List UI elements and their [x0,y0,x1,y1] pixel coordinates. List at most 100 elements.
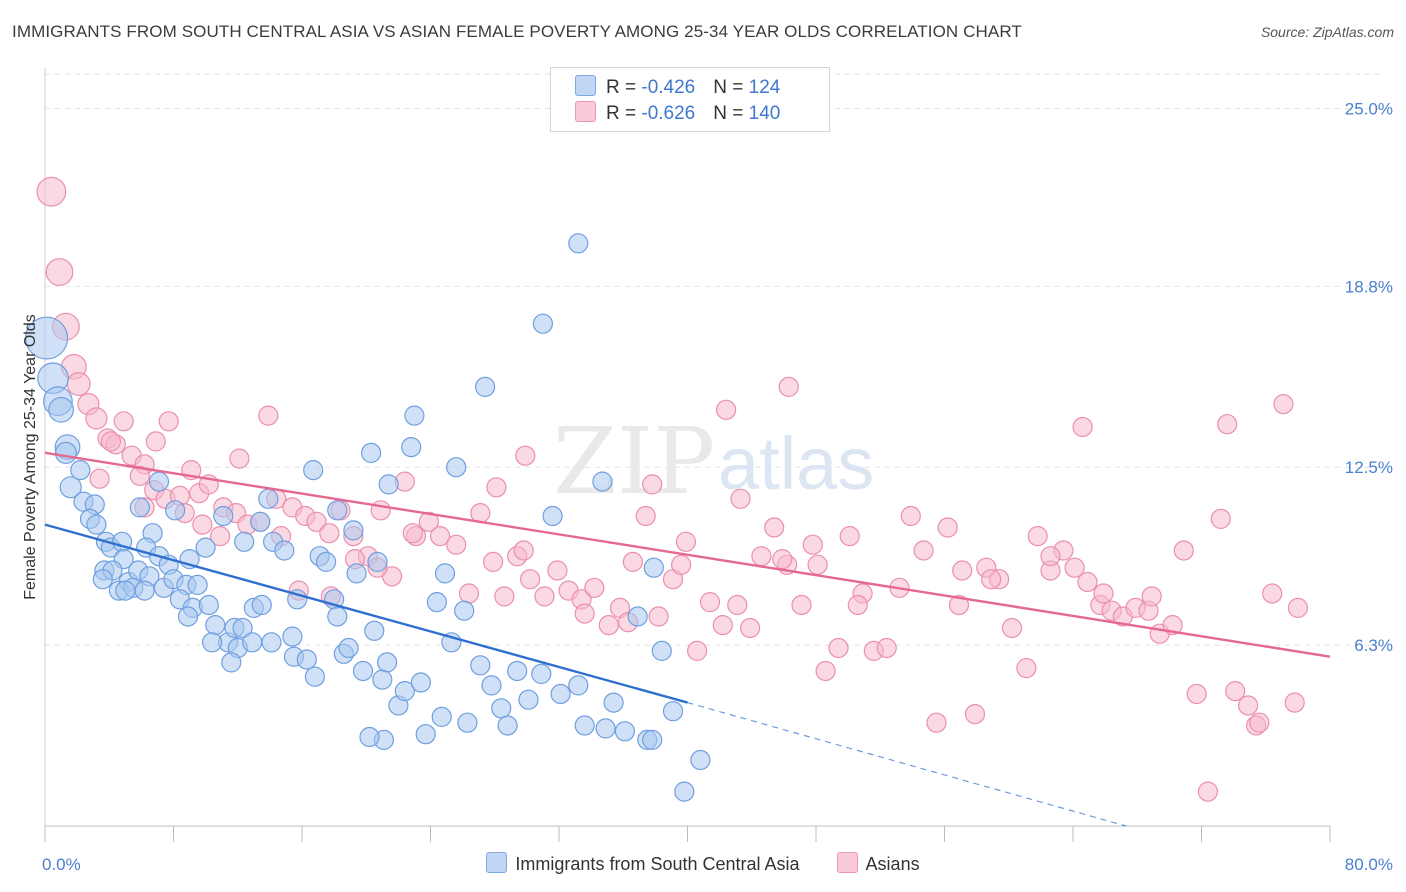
legend-n-label: N = [713,103,749,124]
immigrants-point [232,617,253,639]
series-legend: Immigrants from South Central Asia Asian… [0,852,1406,875]
asians-point [402,523,423,544]
asians-point [430,525,451,547]
immigrants-point [372,669,393,690]
immigrants-point [404,405,425,426]
immigrants-point [148,471,170,492]
asians-point [534,586,555,607]
legend-swatch-pink-icon [575,101,596,122]
immigrants-point [316,551,337,573]
asians-point [229,448,250,469]
asians-point [519,569,541,590]
immigrants-point [674,781,695,802]
immigrants-point [431,706,452,728]
asians-point [1077,571,1098,593]
immigrants-point [690,749,711,771]
asians-point [926,712,947,733]
asians-point [807,554,828,575]
asians-point [1072,416,1093,438]
immigrants-point [92,569,113,590]
immigrants-point [296,649,317,670]
chart-title: IMMIGRANTS FROM SOUTH CENTRAL ASIA VS AS… [12,22,1022,41]
immigrants-point [48,396,74,423]
asians-point [1001,617,1023,639]
asians-point [574,603,595,624]
immigrants-point [251,594,272,616]
asians-point [1237,695,1259,716]
immigrants-point [234,531,255,552]
immigrants-point [643,557,664,578]
asians-point [210,525,231,547]
immigrants-point [426,591,447,613]
asians-point [730,488,751,509]
asians-point [36,176,67,207]
asians-point [670,554,692,575]
asians-point [1262,583,1283,604]
chart-source: Source: ZipAtlas.com [1260,24,1394,40]
immigrants-trend-line [44,523,688,704]
immigrants-point [434,563,456,584]
asians-point [839,525,860,547]
asians-point [319,523,340,544]
immigrants-point [378,474,399,495]
asians-point [1016,657,1037,679]
watermark: ZIP atlas [553,408,874,515]
asians-point [584,577,605,598]
asians-point [306,511,327,532]
immigrants-point [497,715,518,736]
legend-n-value: 124 [748,77,781,98]
asians-point [85,407,108,430]
asians-point [913,540,934,561]
immigrants-point [518,689,539,710]
asians-point [129,465,150,486]
immigrants-point [574,715,595,736]
watermark-zip: ZIP [553,408,715,515]
y-tick-label: 12.5% [1345,458,1393,477]
immigrants-point [282,626,303,647]
asians-point [686,640,708,662]
asians-point [89,468,110,489]
immigrants-point [359,726,380,748]
asians-point [900,505,921,527]
asians-point [1284,692,1305,713]
asians-point [764,517,785,538]
immigrants-point [550,683,571,705]
asians-point [100,431,122,452]
immigrants-point [165,500,186,521]
legend-n-label: N = [713,77,749,98]
asians-point [1197,781,1219,802]
asians-point [964,703,986,725]
asians-point [1249,712,1270,733]
asians-point [258,405,279,426]
asians-point [778,376,799,397]
asians-point [828,637,849,659]
asians-point [1217,414,1238,435]
immigrants-point [394,680,415,702]
legend-swatch-blue-icon [575,75,596,96]
asians-point [699,591,721,613]
asians-point [1273,394,1294,415]
legend-square-blue-icon [486,852,508,873]
asians-point [727,594,748,616]
immigrants-points [25,233,711,802]
immigrants-point [343,520,364,541]
legend-item-label: Asians [865,854,920,874]
immigrants-point [595,718,616,739]
legend-r-label: R = [606,77,642,98]
correlation-legend: R = -0.426 N = 124 R = -0.626 N = 140 [550,67,830,132]
legend-row-asians: R = -0.626 N = 140 [575,101,780,127]
asians-point [791,594,812,616]
immigrants-point [134,580,155,601]
asians-point [598,614,619,636]
immigrants-trend-extension [687,702,1127,827]
immigrants-point [481,675,502,696]
asians-point [876,637,897,659]
immigrants-point [242,632,263,653]
immigrants-point [115,580,136,601]
asians-point [980,569,1002,590]
asians-point [483,551,504,573]
immigrants-point [361,442,382,463]
immigrants-point [346,563,367,584]
immigrants-point [651,640,672,662]
immigrants-point [70,460,91,481]
